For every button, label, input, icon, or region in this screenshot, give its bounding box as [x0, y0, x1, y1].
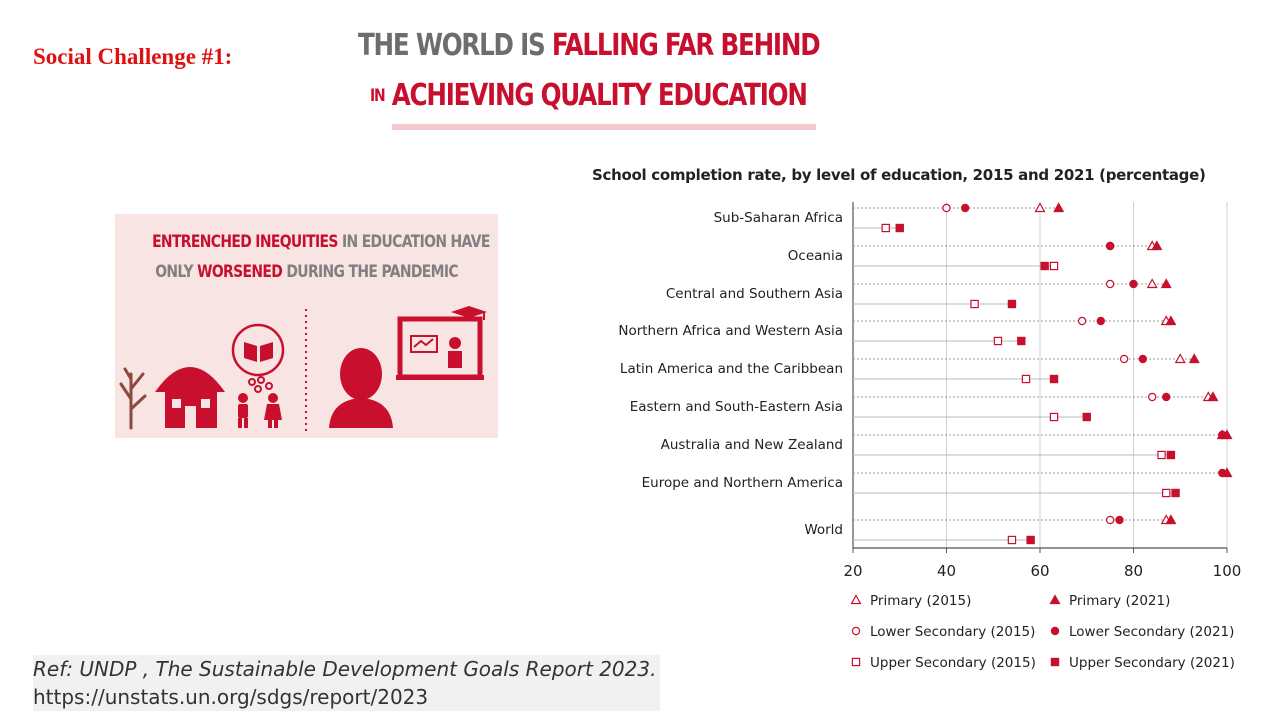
house-icon: [155, 367, 225, 428]
data-point-triangle-filled: [1165, 514, 1177, 525]
data-point-circle-filled: [1138, 354, 1148, 364]
x-tick-label: 100: [1213, 562, 1242, 580]
data-point-square-filled: [1040, 261, 1049, 271]
infographic-red-1: ENTRENCHED INEQUITIES: [152, 232, 338, 252]
children-icon: [238, 393, 282, 428]
x-tick-label: 80: [1124, 562, 1143, 580]
data-point-triangle-filled: [1151, 240, 1163, 251]
data-point-square-filled: [1017, 336, 1026, 346]
infographic-grey-3: DURING THE PANDEMIC: [282, 262, 458, 282]
legend-marker: [1050, 626, 1060, 636]
category-label: Australia and New Zealand: [661, 437, 843, 453]
headline-underline: [392, 124, 816, 130]
data-point-square-open: [970, 299, 979, 309]
data-point-square-open: [1007, 535, 1017, 545]
data-point-triangle-open: [1034, 202, 1046, 213]
data-point-triangle-open: [1174, 353, 1186, 364]
data-point-square-filled: [1026, 535, 1035, 545]
category-label: Sub-Saharan Africa: [714, 210, 843, 226]
headline-red-text: FALLING FAR BEHIND: [551, 28, 821, 63]
infographic-grey-1: IN EDUCATION HAVE: [337, 232, 490, 252]
infographic-red-2: WORSENED: [197, 262, 283, 282]
challenge-title: Social Challenge #1:: [33, 44, 233, 69]
infographic-line-2: ONLY WORSENED DURING THE PANDEMIC: [115, 262, 498, 282]
data-point-triangle-filled: [1160, 278, 1172, 289]
data-point-circle-open: [1119, 354, 1129, 364]
category-label: World: [804, 522, 843, 538]
x-tick-label: 60: [1030, 562, 1049, 580]
data-point-circle-filled: [1129, 279, 1138, 289]
data-point-triangle-filled: [1053, 202, 1065, 213]
data-point-square-filled: [895, 223, 904, 233]
data-point-circle-open: [942, 203, 951, 213]
data-point-circle-filled: [1096, 316, 1105, 326]
legend-label: Primary (2021): [1069, 593, 1170, 609]
legend-marker: [1049, 594, 1061, 605]
data-point-circle-filled: [1218, 468, 1227, 478]
infographic-illustration: [119, 306, 487, 432]
legend-label: Upper Secondary (2015): [870, 655, 1036, 671]
legend-label: Lower Secondary (2021): [1069, 624, 1234, 640]
legend-marker: [1050, 657, 1060, 667]
reference-citation: Ref: UNDP , The Sustainable Development …: [33, 657, 657, 681]
reference-url[interactable]: https://unstats.un.org/sdgs/report/2023: [33, 683, 657, 711]
legend-marker: [851, 626, 861, 636]
legend-label: Primary (2015): [870, 593, 971, 609]
reference: Ref: UNDP , The Sustainable Development …: [33, 655, 661, 711]
data-point-circle-filled: [1162, 392, 1171, 402]
data-point-square-open: [1049, 412, 1059, 422]
inequity-infographic: ENTRENCHED INEQUITIES IN EDUCATION HAVE …: [115, 214, 498, 438]
headline: THE WORLD IS FALLING FAR BEHIND IN ACHIE…: [358, 26, 838, 116]
category-label: Latin America and the Caribbean: [620, 361, 843, 377]
data-point-circle-filled: [1218, 430, 1227, 440]
headline-line-2: IN ACHIEVING QUALITY EDUCATION: [370, 76, 808, 116]
legend-label: Upper Secondary (2021): [1069, 655, 1235, 671]
category-label: Central and Southern Asia: [666, 286, 843, 302]
data-point-circle-open: [1105, 279, 1115, 289]
data-point-circle-filled: [961, 203, 970, 213]
data-point-square-open: [1021, 374, 1031, 384]
online-class-icon: [396, 306, 487, 380]
data-point-square-open: [1049, 261, 1059, 271]
data-point-triangle-filled: [1188, 353, 1200, 364]
data-point-circle-open: [1105, 515, 1115, 525]
headline-grey-text: THE WORLD IS: [358, 28, 552, 63]
woman-silhouette-icon: [329, 348, 393, 428]
legend-marker: [850, 594, 862, 605]
legend-label: Lower Secondary (2015): [870, 624, 1035, 640]
data-point-square-open: [993, 336, 1003, 346]
tree-icon: [119, 367, 147, 430]
infographic-grey-2: ONLY: [155, 262, 198, 282]
book-thought-icon: [231, 323, 285, 393]
data-point-square-filled: [1082, 412, 1091, 422]
data-point-triangle-filled: [1207, 391, 1219, 402]
data-point-circle-filled: [1115, 515, 1124, 525]
category-label: Oceania: [788, 248, 843, 264]
category-label: Europe and Northern America: [642, 475, 843, 491]
data-point-square-filled: [1049, 374, 1059, 384]
legend-marker: [851, 657, 861, 667]
data-point-square-open: [1162, 488, 1171, 498]
chart-title: School completion rate, by level of educ…: [592, 166, 1206, 184]
data-point-square-open: [881, 223, 890, 233]
data-point-triangle-filled: [1165, 315, 1177, 326]
infographic-line-1: ENTRENCHED INEQUITIES IN EDUCATION HAVE: [115, 232, 498, 252]
headline-in-text: IN: [370, 86, 386, 106]
data-point-square-filled: [1171, 488, 1180, 498]
headline-red-text-2: ACHIEVING QUALITY EDUCATION: [391, 78, 808, 113]
data-point-triangle-open: [1146, 278, 1158, 289]
data-point-square-open: [1157, 450, 1166, 460]
x-tick-label: 20: [843, 562, 862, 580]
data-point-square-filled: [1166, 450, 1176, 460]
category-label: Eastern and South-Eastern Asia: [630, 399, 843, 415]
category-label: Northern Africa and Western Asia: [618, 323, 843, 339]
data-point-circle-filled: [1105, 241, 1115, 251]
data-point-circle-open: [1147, 392, 1157, 402]
data-point-circle-open: [1077, 316, 1087, 326]
headline-line-1: THE WORLD IS FALLING FAR BEHIND: [358, 26, 821, 66]
data-point-square-filled: [1007, 299, 1017, 309]
x-tick-label: 40: [937, 562, 956, 580]
